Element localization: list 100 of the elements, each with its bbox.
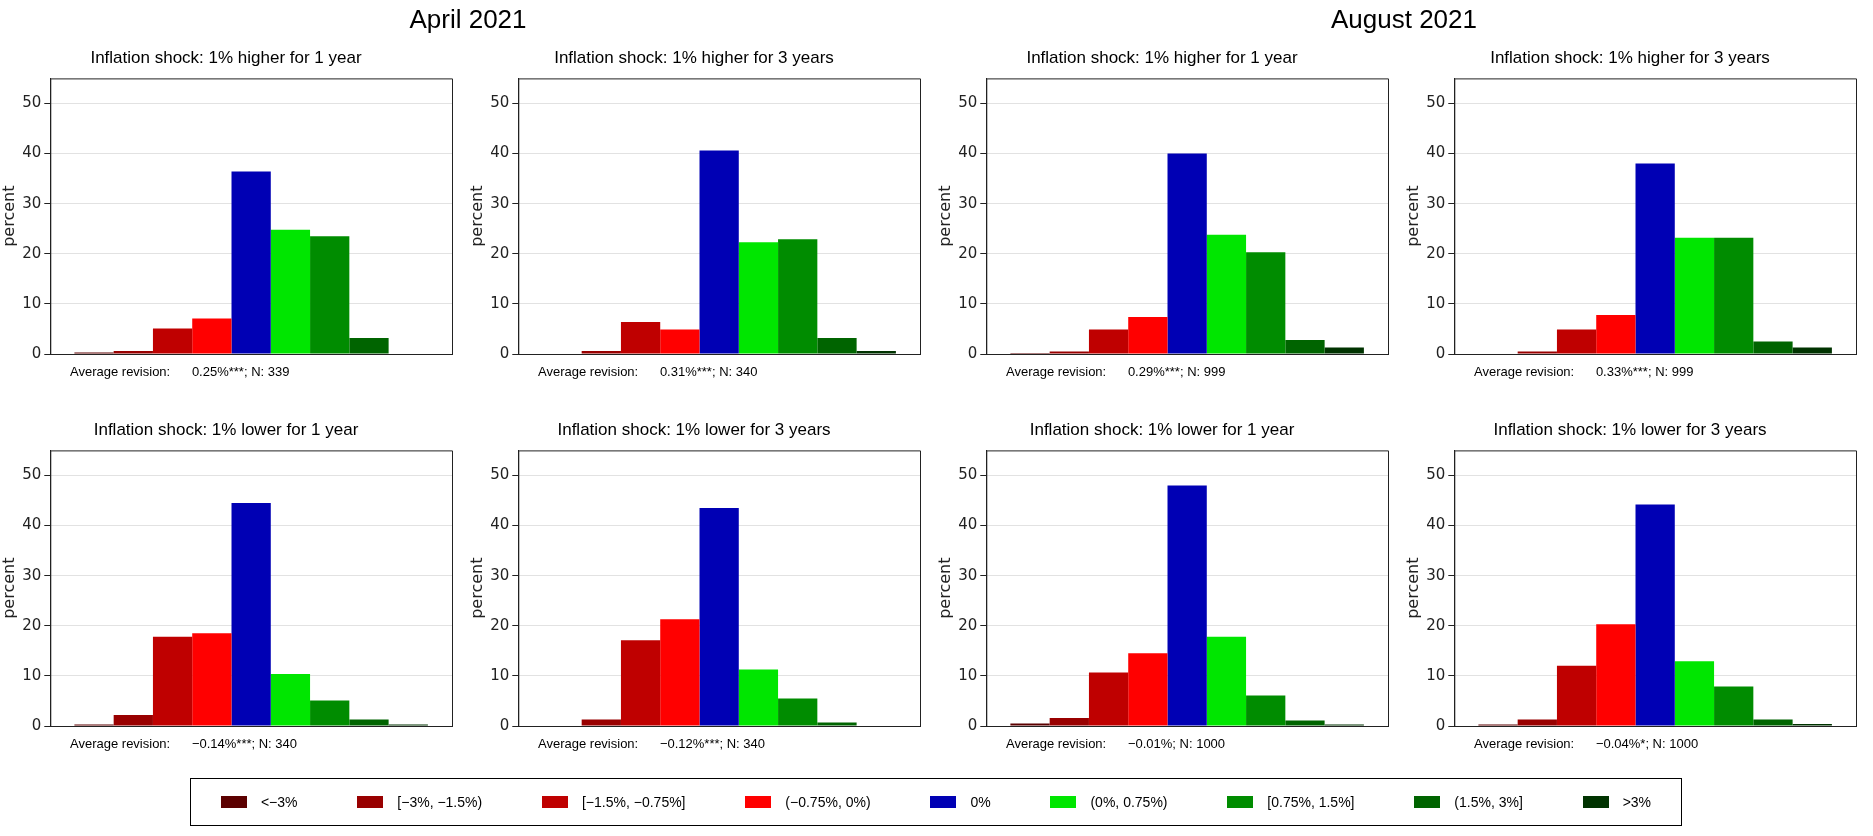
bar xyxy=(152,636,193,726)
y-tick-label: 30 xyxy=(490,193,510,212)
bar xyxy=(231,171,271,354)
legend-label: <−3% xyxy=(260,794,298,810)
y-tick-label: 40 xyxy=(1426,143,1446,162)
legend-label: [−3%, −1.5%) xyxy=(397,794,483,810)
bar xyxy=(1674,661,1715,726)
y-tick-label: 30 xyxy=(958,565,978,584)
y-tick-label: 0 xyxy=(499,715,510,734)
bar xyxy=(1285,720,1325,726)
bar xyxy=(856,350,896,354)
y-axis-title: percent xyxy=(1402,185,1422,247)
y-tick-label: 0 xyxy=(499,343,510,362)
y-tick-label: 40 xyxy=(958,515,978,534)
y-tick-label: 20 xyxy=(1426,615,1446,634)
bar xyxy=(778,239,818,354)
bar xyxy=(1049,717,1089,726)
bar xyxy=(1517,351,1557,354)
legend-label: [−1.5%, −0.75%] xyxy=(581,794,686,810)
bar xyxy=(113,714,153,726)
y-tick-label: 40 xyxy=(22,515,42,534)
y-axis-title: percent xyxy=(934,185,954,247)
y-tick-label: 10 xyxy=(22,665,42,684)
bar xyxy=(581,719,621,726)
y-tick-label: 10 xyxy=(490,293,510,312)
bar xyxy=(349,337,389,354)
y-tick-label: 40 xyxy=(958,143,978,162)
text: Average revision: 0.25%***; N: 339 xyxy=(70,364,291,379)
chart-title: Inflation shock: 1% lower for 1 year xyxy=(93,419,359,439)
y-tick-label: 0 xyxy=(1435,715,1446,734)
y-tick-label: 50 xyxy=(1426,465,1446,484)
bar xyxy=(1246,695,1286,726)
y-tick-label: 20 xyxy=(1426,243,1446,262)
bar xyxy=(817,722,857,726)
y-tick-label: 50 xyxy=(22,93,42,112)
y-axis-title: percent xyxy=(0,557,18,619)
y-tick-label: 30 xyxy=(22,565,42,584)
y-tick-label: 20 xyxy=(22,615,42,634)
bar xyxy=(1714,686,1754,726)
y-tick-label: 0 xyxy=(31,715,42,734)
y-tick-label: 30 xyxy=(1426,193,1446,212)
y-tick-label: 10 xyxy=(1426,293,1446,312)
bar xyxy=(310,700,350,726)
y-tick-label: 10 xyxy=(1426,665,1446,684)
bar xyxy=(1635,504,1675,726)
legend-label: [0.75%, 1.5%] xyxy=(1267,794,1355,810)
bar xyxy=(1167,485,1207,726)
bar xyxy=(1285,339,1325,354)
y-tick-label: 30 xyxy=(22,193,42,212)
y-tick-label: 0 xyxy=(967,715,978,734)
bar xyxy=(738,242,779,354)
y-tick-label: 0 xyxy=(967,343,978,362)
bar xyxy=(349,719,389,726)
y-tick-label: 30 xyxy=(490,565,510,584)
y-tick-label: 10 xyxy=(958,665,978,684)
bar xyxy=(1128,653,1168,726)
bar xyxy=(1753,341,1793,354)
bar xyxy=(1556,329,1597,354)
bar xyxy=(1596,314,1636,354)
chart-title: Inflation shock: 1% higher for 1 year xyxy=(90,47,362,67)
text: August 2021 xyxy=(1330,4,1478,35)
y-tick-label: 0 xyxy=(1435,343,1446,362)
y-tick-label: 0 xyxy=(31,343,42,362)
y-tick-label: 40 xyxy=(1426,515,1446,534)
text: April 2021 xyxy=(408,4,528,35)
bar xyxy=(1167,153,1207,354)
bar xyxy=(270,673,311,726)
legend-label: (−0.75%, 0%) xyxy=(785,794,871,810)
y-axis-title: percent xyxy=(466,557,486,619)
y-tick-label: 20 xyxy=(958,243,978,262)
y-tick-label: 50 xyxy=(22,465,42,484)
y-tick-label: 50 xyxy=(958,465,978,484)
legend-label: 0% xyxy=(970,794,991,810)
y-tick-label: 50 xyxy=(490,465,510,484)
bar xyxy=(660,619,700,726)
y-tick-label: 40 xyxy=(490,143,510,162)
chart-title: Inflation shock: 1% lower for 3 years xyxy=(1493,419,1767,439)
bar xyxy=(1635,163,1675,354)
chart-title: Inflation shock: 1% lower for 1 year xyxy=(1029,419,1295,439)
bar xyxy=(1674,237,1715,354)
bar xyxy=(1088,672,1129,726)
text: Average revision: 0.29%***; N: 999 xyxy=(1006,364,1227,379)
bar xyxy=(192,318,232,354)
bar xyxy=(660,329,700,354)
bar xyxy=(817,337,857,354)
y-axis-title: percent xyxy=(466,185,486,247)
bar xyxy=(310,236,350,354)
text: Average revision: 0.33%***; N: 999 xyxy=(1474,364,1695,379)
y-tick-label: 30 xyxy=(1426,565,1446,584)
y-tick-label: 40 xyxy=(490,515,510,534)
text: Average revision: −0.04%*; N: 1000 xyxy=(1474,736,1700,751)
text: Average revision: −0.12%***; N: 340 xyxy=(538,736,767,751)
y-tick-label: 50 xyxy=(490,93,510,112)
legend-label: (0%, 0.75%) xyxy=(1090,794,1168,810)
bar xyxy=(1792,347,1832,354)
y-axis-title: percent xyxy=(934,557,954,619)
y-tick-label: 50 xyxy=(958,93,978,112)
bar xyxy=(581,350,621,354)
bar xyxy=(1128,316,1168,354)
y-tick-label: 20 xyxy=(490,243,510,262)
